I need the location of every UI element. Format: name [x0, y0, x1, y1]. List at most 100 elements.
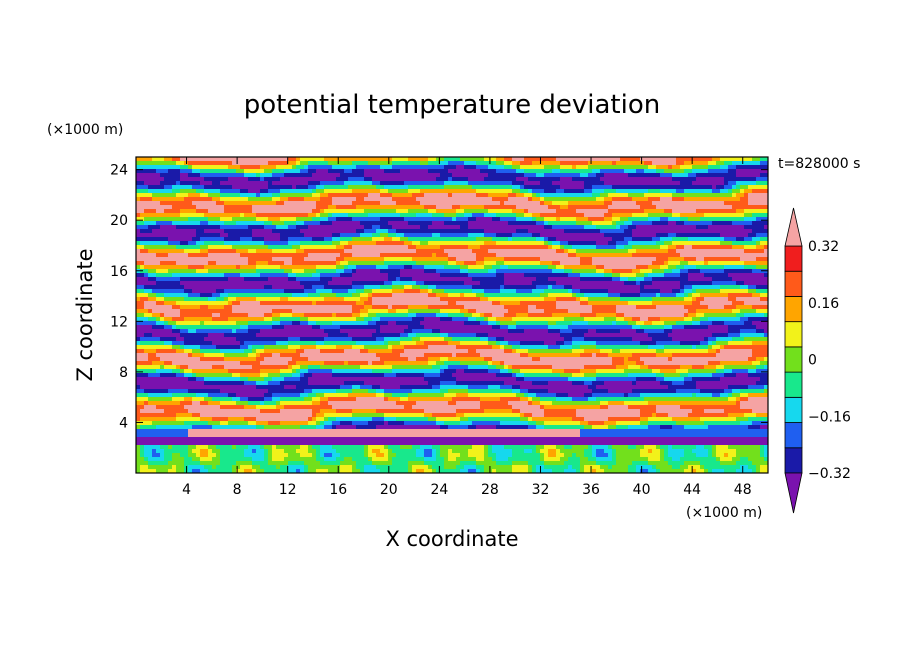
heatmap-cell: [756, 185, 761, 190]
heatmap-cell: [428, 229, 433, 234]
heatmap-cell: [528, 277, 533, 282]
heatmap-cell: [340, 177, 345, 182]
heatmap-cell: [300, 217, 305, 222]
heatmap-cell: [528, 269, 533, 274]
heatmap-cell: [208, 221, 213, 226]
heatmap-cell: [724, 217, 729, 222]
heatmap-cell: [460, 193, 465, 198]
heatmap-cell: [476, 241, 481, 246]
heatmap-cell: [604, 269, 609, 274]
heatmap-cell: [216, 253, 221, 258]
heatmap-cell: [744, 201, 749, 206]
heatmap-cell: [484, 265, 489, 270]
heatmap-cell: [460, 265, 465, 270]
heatmap-cell: [684, 245, 689, 250]
heatmap-cell: [708, 157, 713, 162]
heatmap-cell: [348, 193, 353, 198]
heatmap-cell: [436, 261, 441, 266]
heatmap-cell: [636, 253, 641, 258]
heatmap-cell: [296, 225, 301, 230]
heatmap-cell: [252, 205, 257, 210]
heatmap-cell: [756, 181, 761, 186]
heatmap-cell: [740, 249, 745, 254]
heatmap-cell: [500, 225, 505, 230]
heatmap-cell: [288, 277, 293, 282]
heatmap-cell: [632, 249, 637, 254]
heatmap-cell: [136, 189, 141, 194]
heatmap-field: [136, 157, 768, 473]
heatmap-cell: [516, 177, 521, 182]
heatmap-cell: [508, 221, 513, 226]
heatmap-cell: [304, 209, 309, 214]
heatmap-cell: [740, 197, 745, 202]
heatmap-cell: [320, 281, 325, 286]
heatmap-cell: [288, 217, 293, 222]
heatmap-cell: [308, 281, 313, 286]
heatmap-cell: [636, 249, 641, 254]
heatmap-cell: [572, 233, 577, 238]
heatmap-cell: [524, 233, 529, 238]
heatmap-cell: [520, 277, 525, 282]
heatmap-cell: [440, 281, 445, 286]
heatmap-cell: [300, 169, 305, 174]
heatmap-cell: [564, 209, 569, 214]
heatmap-cell: [568, 181, 573, 186]
heatmap-cell: [600, 177, 605, 182]
heatmap-cell: [464, 197, 469, 202]
heatmap-cell: [372, 229, 377, 234]
heatmap-cell: [228, 201, 233, 206]
heatmap-cell: [432, 229, 437, 234]
heatmap-cell: [448, 269, 453, 274]
heatmap-cell: [484, 205, 489, 210]
heatmap-cell: [600, 269, 605, 274]
heatmap-cell: [556, 157, 561, 162]
heatmap-cell: [756, 209, 761, 214]
heatmap-cell: [244, 181, 249, 186]
heatmap-cell: [272, 189, 277, 194]
heatmap-cell: [692, 241, 697, 246]
heatmap-cell: [432, 249, 437, 254]
heatmap-cell: [568, 161, 573, 166]
heatmap-cell: [356, 201, 361, 206]
heatmap-cell: [484, 181, 489, 186]
heatmap-cell: [372, 245, 377, 250]
heatmap-cell: [288, 165, 293, 170]
heatmap-cell: [140, 169, 145, 174]
heatmap-cell: [408, 173, 413, 178]
heatmap-cell: [736, 229, 741, 234]
heatmap-cell: [140, 201, 145, 206]
heatmap-cell: [336, 197, 341, 202]
heatmap-cell: [644, 249, 649, 254]
heatmap-cell: [148, 277, 153, 282]
heatmap-cell: [136, 265, 141, 270]
heatmap-cell: [148, 281, 153, 286]
heatmap-cell: [552, 157, 557, 162]
heatmap-cell: [596, 277, 601, 282]
heatmap-cell: [456, 273, 461, 278]
heatmap-cell: [472, 241, 477, 246]
heatmap-cell: [564, 249, 569, 254]
heatmap-cell: [620, 261, 625, 266]
heatmap-cell: [648, 217, 653, 222]
heatmap-cell: [676, 261, 681, 266]
heatmap-cell: [700, 213, 705, 218]
heatmap-cell: [740, 201, 745, 206]
heatmap-cell: [644, 241, 649, 246]
heatmap-cell: [544, 261, 549, 266]
heatmap-cell: [624, 237, 629, 242]
heatmap-cell: [624, 201, 629, 206]
heatmap-cell: [188, 181, 193, 186]
heatmap-cell: [312, 213, 317, 218]
heatmap-cell: [612, 257, 617, 262]
heatmap-cell: [196, 213, 201, 218]
heatmap-cell: [408, 241, 413, 246]
heatmap-cell: [712, 161, 717, 166]
heatmap-cell: [756, 197, 761, 202]
heatmap-cell: [760, 193, 765, 198]
heatmap-cell: [640, 265, 645, 270]
heatmap-cell: [216, 205, 221, 210]
heatmap-cell: [148, 221, 153, 226]
heatmap-cell: [144, 169, 149, 174]
heatmap-cell: [516, 165, 521, 170]
heatmap-cell: [328, 209, 333, 214]
